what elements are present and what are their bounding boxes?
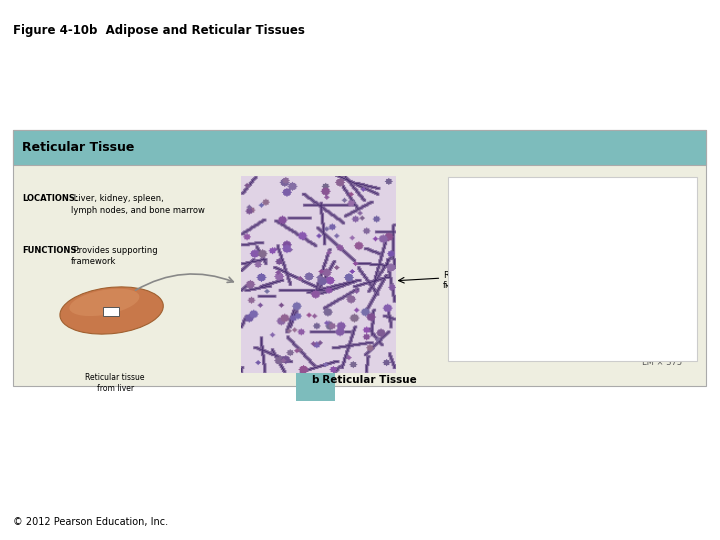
Text: Reticular
fibers: Reticular fibers [443,271,480,291]
FancyBboxPatch shape [13,130,706,165]
Text: Reticular tissue
from liver: Reticular tissue from liver [86,373,145,393]
Bar [103,307,119,316]
Text: Liver, kidney, spleen,
lymph nodes, and bone marrow: Liver, kidney, spleen, lymph nodes, and … [71,194,205,215]
Text: Reticular Tissue: Reticular Tissue [315,375,417,386]
Text: LOCATIONS:: LOCATIONS: [22,194,78,204]
Ellipse shape [60,287,163,334]
Text: © 2012 Pearson Education, Inc.: © 2012 Pearson Education, Inc. [13,516,168,526]
FancyBboxPatch shape [13,130,706,386]
Text: b: b [311,375,319,386]
Text: Reticular Tissue: Reticular Tissue [22,140,135,154]
Text: LM × 375: LM × 375 [642,357,682,367]
Ellipse shape [69,289,140,316]
Text: Figure 4-10b  Adipose and Reticular Tissues: Figure 4-10b Adipose and Reticular Tissu… [13,24,305,37]
Text: Provides supporting
framework: Provides supporting framework [71,246,158,267]
Text: FUNCTIONS:: FUNCTIONS: [22,246,80,255]
